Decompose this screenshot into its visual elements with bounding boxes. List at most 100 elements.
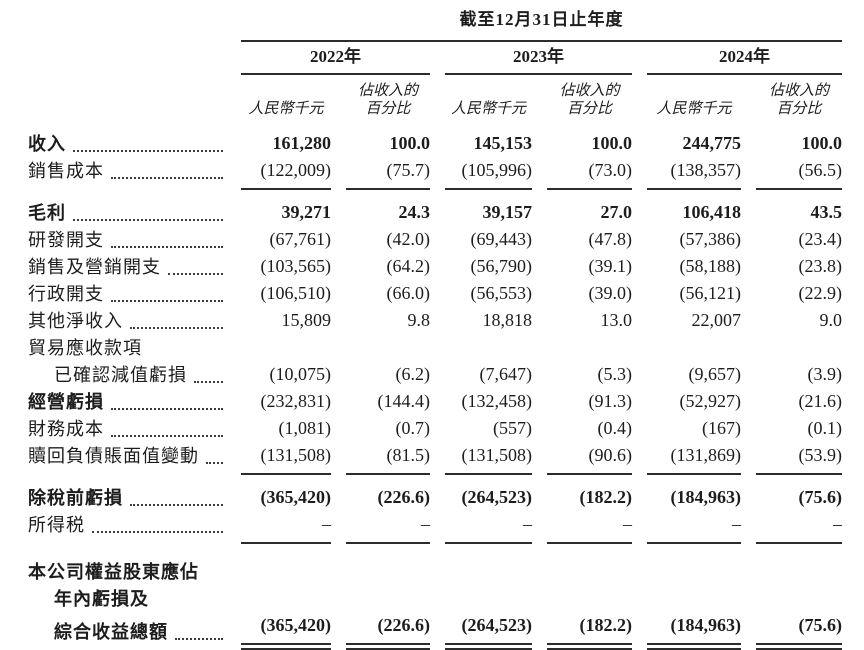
- row-label-text: 除稅前虧損: [28, 488, 123, 508]
- cell-value: 39,157: [482, 202, 533, 222]
- row-label-text: 已確認減值虧損: [54, 365, 187, 385]
- cell-value: (42.0): [386, 229, 431, 249]
- row-label-text: 收入: [28, 134, 66, 154]
- cell-value: [547, 558, 632, 585]
- income-statement-table: 截至12月31日止年度 2022年 2023年 2024年 人民幣千元 佔收入的…: [28, 10, 864, 650]
- cell-value: –: [647, 511, 741, 544]
- row-label: 贖回負債賬面值變動: [28, 442, 226, 475]
- row-label: 貿易應收款項: [28, 334, 226, 361]
- cell-value: (21.6): [798, 391, 843, 411]
- cell-value: 244,775: [682, 133, 742, 153]
- col-header-amount: 人民幣千元: [450, 101, 526, 117]
- cell-value: (264,523): [445, 612, 532, 650]
- col-header-amount: 人民幣千元: [248, 101, 324, 117]
- cell-value: (47.8): [588, 229, 633, 249]
- cell-value: (57,386): [679, 229, 742, 249]
- cell-value: (75.6): [798, 487, 843, 507]
- cell-value: [346, 585, 430, 612]
- cell-value: (91.3): [588, 391, 633, 411]
- col-header-percent: 佔收入的 百分比: [547, 75, 632, 120]
- cell-value: (122,009): [241, 157, 331, 190]
- cell-value: 39,271: [281, 202, 332, 222]
- col-header-percent: 佔收入的 百分比: [756, 75, 842, 120]
- cell-value: [346, 558, 430, 585]
- cell-value: –: [445, 511, 532, 544]
- cell-value: (6.2): [395, 364, 431, 384]
- year-header-2023: 2023年: [445, 42, 632, 75]
- row-label: 行政開支: [28, 280, 226, 307]
- cell-value: (64.2): [386, 256, 431, 276]
- year-header-2024: 2024年: [647, 42, 842, 75]
- col-header-percent-line2: 百分比: [776, 101, 822, 117]
- cell-value: (90.6): [547, 442, 632, 475]
- cell-value: (73.0): [547, 157, 632, 190]
- cell-value: (7,647): [479, 364, 533, 384]
- cell-value: (264,523): [461, 487, 533, 507]
- cell-value: (103,565): [260, 256, 332, 276]
- cell-value: (132,458): [461, 391, 533, 411]
- dot-leader: [206, 462, 223, 464]
- row-label: 已確認減值虧損: [28, 361, 226, 388]
- cell-value: [647, 334, 741, 361]
- row-label: 其他淨收入: [28, 307, 226, 334]
- dot-leader: [111, 177, 223, 179]
- cell-value: (131,508): [445, 442, 532, 475]
- cell-value: 13.0: [600, 310, 633, 330]
- cell-value: (75.6): [756, 612, 842, 650]
- cell-value: (1,081): [278, 418, 332, 438]
- cell-value: (52,927): [679, 391, 742, 411]
- dot-leader: [194, 381, 223, 383]
- cell-value: (144.4): [377, 391, 431, 411]
- cell-value: (23.4): [798, 229, 843, 249]
- cell-value: [547, 585, 632, 612]
- year-header-2022: 2022年: [241, 42, 430, 75]
- cell-value: (138,357): [647, 157, 741, 190]
- row-label: 收入: [28, 130, 226, 157]
- cell-value: (56,790): [470, 256, 533, 276]
- cell-value: [445, 558, 532, 585]
- cell-value: (9,657): [688, 364, 742, 384]
- cell-value: 27.0: [600, 202, 633, 222]
- cell-value: 100.0: [801, 133, 843, 153]
- cell-value: (0.7): [395, 418, 431, 438]
- row-label: 年內虧損及: [28, 585, 226, 612]
- cell-value: 24.3: [398, 202, 431, 222]
- row-label-text: 所得税: [28, 515, 85, 535]
- cell-value: (58,188): [679, 256, 742, 276]
- cell-value: (56.5): [756, 157, 842, 190]
- row-label-text: 年內虧損及: [54, 589, 149, 609]
- row-label: 除稅前虧損: [28, 484, 226, 511]
- cell-value: (365,420): [260, 487, 332, 507]
- cell-value: (69,443): [470, 229, 533, 249]
- cell-value: (0.1): [807, 418, 843, 438]
- cell-value: (167): [702, 418, 741, 438]
- cell-value: 106,418: [682, 202, 742, 222]
- cell-value: (56,121): [679, 283, 742, 303]
- row-label-text: 研發開支: [28, 230, 104, 250]
- cell-value: [346, 334, 430, 361]
- cell-value: –: [241, 511, 331, 544]
- cell-value: (0.4): [597, 418, 633, 438]
- cell-value: 145,153: [473, 133, 533, 153]
- col-header-percent-line2: 百分比: [365, 101, 411, 117]
- cell-value: 22,007: [691, 310, 742, 330]
- cell-value: (226.6): [377, 487, 431, 507]
- dot-leader: [130, 504, 223, 506]
- cell-value: 100.0: [389, 133, 431, 153]
- row-label: 財務成本: [28, 415, 226, 442]
- dot-leader: [92, 531, 223, 533]
- row-label-text: 本公司權益股東應佔: [28, 562, 199, 582]
- cell-value: (106,510): [260, 283, 332, 303]
- cell-value: (53.9): [756, 442, 842, 475]
- col-header-percent-line1: 佔收入的: [768, 83, 829, 99]
- row-label-text: 財務成本: [28, 419, 104, 439]
- row-label-text: 毛利: [28, 203, 66, 223]
- row-label: 銷售及營銷開支: [28, 253, 226, 280]
- row-label: 毛利: [28, 199, 226, 226]
- dot-leader: [73, 219, 223, 221]
- col-header-amount: 人民幣千元: [656, 101, 732, 117]
- cell-value: 161,280: [272, 133, 332, 153]
- cell-value: 9.0: [819, 310, 843, 330]
- cell-value: (105,996): [445, 157, 532, 190]
- row-label-text: 銷售及營銷開支: [28, 257, 161, 277]
